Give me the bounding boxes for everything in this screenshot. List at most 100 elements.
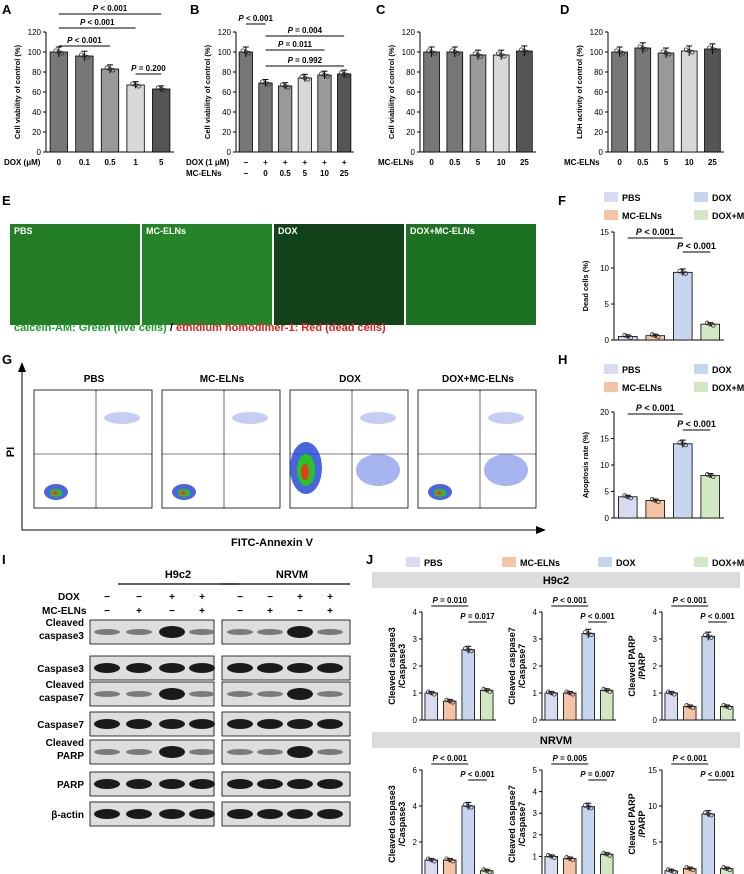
chart-j-0-ylabel2: /Caspase3 — [397, 644, 407, 689]
chart-j-4-dot-3-2 — [607, 853, 613, 858]
chart-j-3-bar-2 — [461, 805, 475, 874]
chart-c-ytick-label-6: 120 — [402, 28, 416, 37]
chart-j-2-dot-2-2 — [708, 635, 714, 640]
chart-d-bar-3 — [680, 50, 698, 153]
panel-H-label: H — [558, 352, 568, 367]
panel-A-label: A — [2, 2, 12, 17]
chart-f-sig-1-label: P < 0.001 — [677, 241, 716, 251]
chart-j-1-ylabel2: /Caspase7 — [517, 644, 527, 689]
blot-band-4-7 — [317, 749, 343, 755]
chart-c-dot-0-2 — [432, 50, 437, 56]
chart-h-dot-1-2 — [655, 499, 661, 505]
chart-a-ytick-label-4: 80 — [32, 68, 41, 77]
legend-h-label-0: PBS — [622, 365, 641, 375]
flow-title-2: DOX — [339, 374, 361, 385]
chart-c-bar-0 — [423, 51, 440, 153]
j-banner-nrvm — [372, 732, 740, 748]
chart-c-ytick-label-4: 80 — [406, 68, 415, 77]
chart-a-dot-0-2 — [59, 50, 65, 56]
blot-band-1-2 — [159, 663, 185, 673]
panel-B-label: B — [190, 2, 200, 17]
chart-j-1-dot-2-2 — [588, 632, 594, 638]
chart-d-ytick-label-6: 120 — [590, 28, 604, 37]
blot-dox-sign-5: − — [267, 592, 273, 603]
blot-band-6-0 — [94, 809, 120, 819]
chart-b-bar-2 — [278, 85, 293, 153]
chart-h-bar-0 — [618, 496, 638, 519]
blot-band-3-6 — [287, 719, 313, 729]
micrograph-dox: DOX — [274, 224, 404, 325]
chart-d-xlabel: MC-ELNs — [564, 158, 600, 167]
chart-b-row-0-val-5: + — [342, 158, 347, 167]
chart-h-sig-0-label: P < 0.001 — [636, 403, 675, 413]
chart-a-dot-2-2 — [110, 67, 116, 73]
blot-band-6-1 — [126, 809, 152, 819]
chart-j-1-sig-1-label: P < 0.001 — [580, 612, 615, 621]
legend-h-swatch-0 — [604, 364, 618, 374]
j-banner-h9c2 — [372, 572, 740, 588]
chart-b-ylabel: Cell viability of control (%) — [203, 44, 212, 139]
blot-label-4-b: PARP — [57, 751, 84, 762]
chart-j-4-ylabel: Cleaved caspase7 — [507, 785, 517, 863]
chart-c-dot-1-2 — [455, 50, 461, 56]
j-legend-label-2: DOX — [616, 558, 636, 568]
panel-C-label: C — [376, 2, 386, 17]
chart-c-dot-3-2 — [501, 53, 507, 59]
chart-h-bar-3 — [700, 475, 721, 519]
chart-a-xlabel: DOX (μM) — [4, 158, 41, 167]
blot-band-5-0 — [94, 779, 120, 789]
blot-group-nrvm: NRVM — [276, 569, 308, 581]
chart-j-0-dot-1-2 — [450, 699, 456, 705]
chart-c-ytick-label-1: 20 — [406, 128, 415, 137]
blot-label-3: Caspase7 — [37, 720, 84, 731]
chart-c-xtick-1: 0.5 — [449, 158, 461, 167]
chart-j-0-dot-2-2 — [468, 648, 474, 654]
chart-j-0-sig-0-label: P = 0.010 — [433, 596, 468, 605]
blot-band-5-6 — [287, 779, 313, 789]
blot-band-3-1 — [126, 719, 152, 729]
chart-d-dot-2-2 — [666, 51, 672, 57]
blot-band-1-6 — [287, 663, 313, 673]
blot-band-3-2 — [159, 719, 185, 729]
chart-c-xlabel: MC-ELNs — [378, 158, 414, 167]
chart-j-3-ytick-label-3: 6 — [413, 766, 418, 775]
blot-band-0-3 — [189, 629, 215, 635]
chart-b-ytick-label-6: 120 — [218, 28, 232, 37]
j-legend-swatch-1 — [502, 557, 516, 567]
blot-mc-sign-1: + — [136, 606, 142, 617]
blot-band-4-6 — [287, 746, 313, 758]
chart-j-1-bar-1 — [563, 692, 577, 721]
j-legend-label-3: DOX+MC-ELNs — [712, 558, 744, 568]
chart-b-row-1-val-2: 0.5 — [280, 169, 292, 178]
blot-dox-sign-1: − — [136, 592, 142, 603]
chart-c-xtick-0: 0 — [429, 158, 434, 167]
flow-title-0: PBS — [84, 374, 105, 385]
chart-b-sig-1-label: P = 0.004 — [288, 26, 323, 35]
chart-j-4-ylabel2: /Caspase7 — [517, 802, 527, 847]
chart-j-0-ytick-label-3: 3 — [413, 635, 418, 644]
micrograph-dox-mc-elns: DOX+MC-ELNs — [406, 224, 536, 325]
blot-mc-sign-7: + — [327, 606, 333, 617]
chart-h-ytick-label-3: 15 — [600, 435, 609, 444]
chart-d-xtick-4: 25 — [708, 158, 717, 167]
legend-f-label-1: DOX — [712, 193, 732, 203]
blot-band-6-6 — [287, 809, 313, 819]
chart-f-bar-2 — [673, 271, 693, 341]
blot-label-2-b: caspase7 — [39, 693, 84, 704]
chart-b-ytick-label-3: 60 — [222, 88, 231, 97]
chart-j-4-ytick-label-3: 3 — [533, 809, 538, 818]
blot-band-0-0 — [94, 629, 120, 635]
chart-h-ytick-label-2: 10 — [600, 461, 609, 470]
chart-b-bar-5 — [337, 73, 352, 153]
chart-a-xtick-4: 5 — [159, 158, 164, 167]
chart-j-3-dot-0-2 — [431, 858, 437, 864]
chart-j-5-dot-2-2 — [708, 812, 714, 818]
chart-d-xtick-2: 5 — [664, 158, 669, 167]
chart-j-0-ytick-label-4: 4 — [413, 608, 418, 617]
chart-h-dot-3-2 — [710, 474, 716, 480]
chart-c-xtick-3: 10 — [497, 158, 506, 167]
blot-band-3-7 — [317, 719, 343, 729]
blot-mc-sign-4: − — [237, 606, 243, 617]
blot-dox-sign-2: + — [169, 592, 175, 603]
